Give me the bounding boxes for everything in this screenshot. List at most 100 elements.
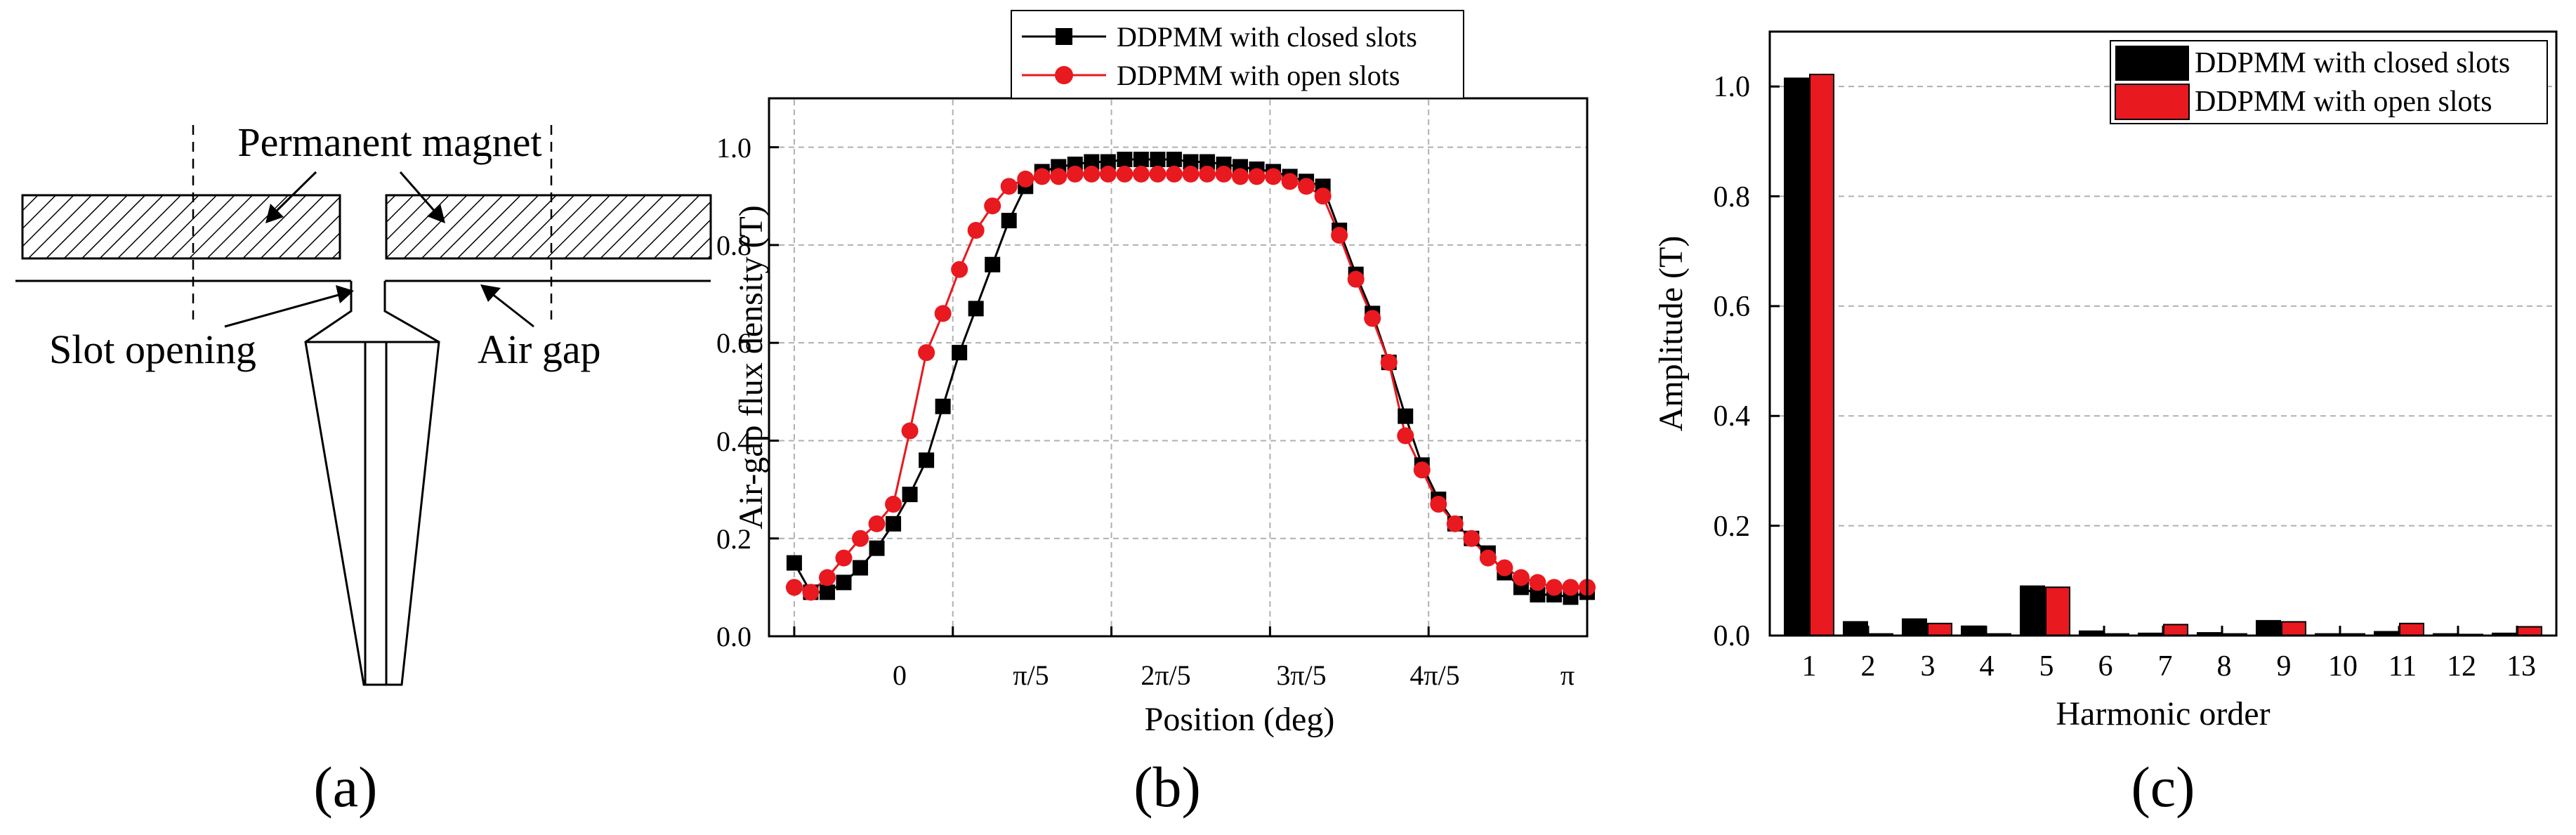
legend-marker-square-icon bbox=[1056, 28, 1072, 45]
data-point-open bbox=[1182, 165, 1200, 183]
data-point-open bbox=[1149, 165, 1167, 183]
data-point-closed bbox=[1183, 154, 1199, 170]
arrow-magnet-right bbox=[399, 171, 437, 213]
data-point-open bbox=[802, 584, 820, 601]
data-point-open bbox=[1545, 579, 1563, 596]
data-point-open bbox=[1215, 165, 1233, 183]
axis-ticks-c bbox=[1770, 85, 2518, 637]
data-point-open bbox=[984, 197, 1001, 215]
legend-box-b bbox=[1011, 10, 1464, 99]
data-point-open bbox=[1463, 530, 1480, 547]
panel-a: Permanent magnet Slot opening Air gap (a… bbox=[15, 119, 712, 819]
y-tick-label: 0.8 bbox=[1714, 181, 1751, 213]
data-point-closed bbox=[919, 452, 935, 468]
data-point-open bbox=[1479, 549, 1497, 567]
data-point-open bbox=[1413, 461, 1431, 479]
x-tick-label: 4 bbox=[1980, 650, 1995, 683]
bar-open bbox=[1927, 622, 1952, 636]
bar-closed bbox=[2256, 619, 2281, 637]
bar-closed bbox=[1961, 625, 1986, 637]
magnet-block-right bbox=[385, 194, 712, 260]
data-point-closed bbox=[819, 584, 835, 600]
data-point-open bbox=[934, 305, 952, 322]
data-point-open bbox=[1017, 170, 1034, 188]
data-point-closed bbox=[1530, 586, 1546, 603]
arrow-airgap bbox=[491, 292, 534, 328]
data-point-closed bbox=[853, 560, 869, 576]
data-point-open bbox=[868, 515, 886, 532]
legend-swatch-open bbox=[2115, 84, 2190, 120]
data-point-open bbox=[835, 549, 853, 567]
arrow-magnet-left bbox=[274, 171, 317, 213]
x-tick-label: 0 bbox=[893, 659, 907, 691]
axis-ticks-b bbox=[769, 146, 1589, 638]
y-tick-label: 0.4 bbox=[1714, 400, 1751, 433]
series-line-open bbox=[794, 173, 1587, 593]
data-point-open bbox=[1248, 168, 1266, 185]
arrowhead-magnet-left-icon bbox=[265, 204, 284, 223]
x-tick-label: 13 bbox=[2506, 650, 2536, 683]
legend-label-open: DDPMM with open slots bbox=[1117, 60, 1400, 91]
data-point-open bbox=[1331, 226, 1348, 244]
data-point-open bbox=[1050, 168, 1067, 185]
y-tick-label: 0.2 bbox=[716, 523, 751, 555]
data-point-closed bbox=[935, 398, 951, 414]
data-point-open bbox=[901, 422, 919, 440]
data-point-closed bbox=[952, 345, 968, 361]
data-point-open bbox=[1397, 427, 1414, 445]
bars-c bbox=[1784, 73, 2542, 637]
x-tick-label: 9 bbox=[2277, 650, 2292, 683]
bar-open bbox=[2517, 626, 2542, 636]
data-point-open bbox=[951, 261, 968, 278]
x-tick-label: 3π/5 bbox=[1276, 659, 1326, 691]
bar-closed bbox=[1902, 618, 1927, 637]
data-point-open bbox=[1232, 168, 1249, 185]
data-point-closed bbox=[1199, 154, 1215, 170]
x-tick-label: 6 bbox=[2098, 650, 2113, 683]
magnet-block-left bbox=[21, 194, 341, 260]
data-point-open bbox=[918, 344, 935, 362]
arrow-slot bbox=[224, 294, 339, 328]
data-point-open bbox=[885, 495, 902, 513]
data-point-open bbox=[1298, 178, 1315, 195]
data-point-open bbox=[1066, 165, 1084, 183]
y-tick-label: 0.8 bbox=[716, 230, 751, 261]
data-point-open bbox=[852, 530, 869, 547]
bar-closed bbox=[2020, 585, 2045, 636]
data-point-closed bbox=[1001, 213, 1017, 229]
label-slot-opening: Slot opening bbox=[49, 327, 256, 372]
panel-b: 0.0 0.2 0.4 0.6 0.8 1.0 0 π/5 2π/5 3π/5 … bbox=[716, 10, 1596, 819]
caption-a: (a) bbox=[313, 755, 377, 819]
bar-closed bbox=[1843, 621, 1868, 636]
bar-open bbox=[2399, 622, 2424, 636]
bar-open bbox=[2163, 624, 2188, 637]
y-tick-label: 0.6 bbox=[1714, 291, 1751, 323]
data-point-open bbox=[1347, 270, 1365, 288]
tooth-outline bbox=[304, 281, 440, 686]
caption-b: (b) bbox=[1133, 755, 1201, 819]
bar-open bbox=[2045, 586, 2070, 637]
bar-open bbox=[1809, 73, 1834, 637]
data-point-open bbox=[1430, 495, 1447, 513]
data-point-closed bbox=[1398, 408, 1414, 424]
data-point-open bbox=[1265, 168, 1282, 185]
x-tick-label: 2 bbox=[1861, 650, 1876, 683]
x-tick-label: π/5 bbox=[1013, 659, 1049, 691]
legend-swatch-closed bbox=[2115, 46, 2189, 81]
data-point-closed bbox=[836, 574, 852, 591]
x-tick-label: 3 bbox=[1921, 650, 1936, 683]
legend-label-closed: DDPMM with closed slots bbox=[2195, 47, 2510, 79]
data-point-open bbox=[1512, 569, 1530, 586]
panel-c: 0.0 0.2 0.4 0.6 0.8 1.0 1 2 3 4 5 6 7 8 … bbox=[1652, 30, 2558, 819]
y-axis-title-c: Amplitude (T) bbox=[1652, 236, 1690, 432]
y-tick-label: 0.6 bbox=[716, 327, 751, 359]
data-point-open bbox=[1281, 173, 1299, 190]
arrowhead-magnet-right-icon bbox=[427, 204, 445, 223]
y-tick-label: 0.0 bbox=[716, 621, 751, 652]
bar-open bbox=[2281, 621, 2306, 636]
data-point-open bbox=[1099, 165, 1117, 183]
series-markers-b bbox=[785, 152, 1596, 605]
data-point-open bbox=[818, 569, 836, 586]
data-point-closed bbox=[786, 555, 802, 571]
